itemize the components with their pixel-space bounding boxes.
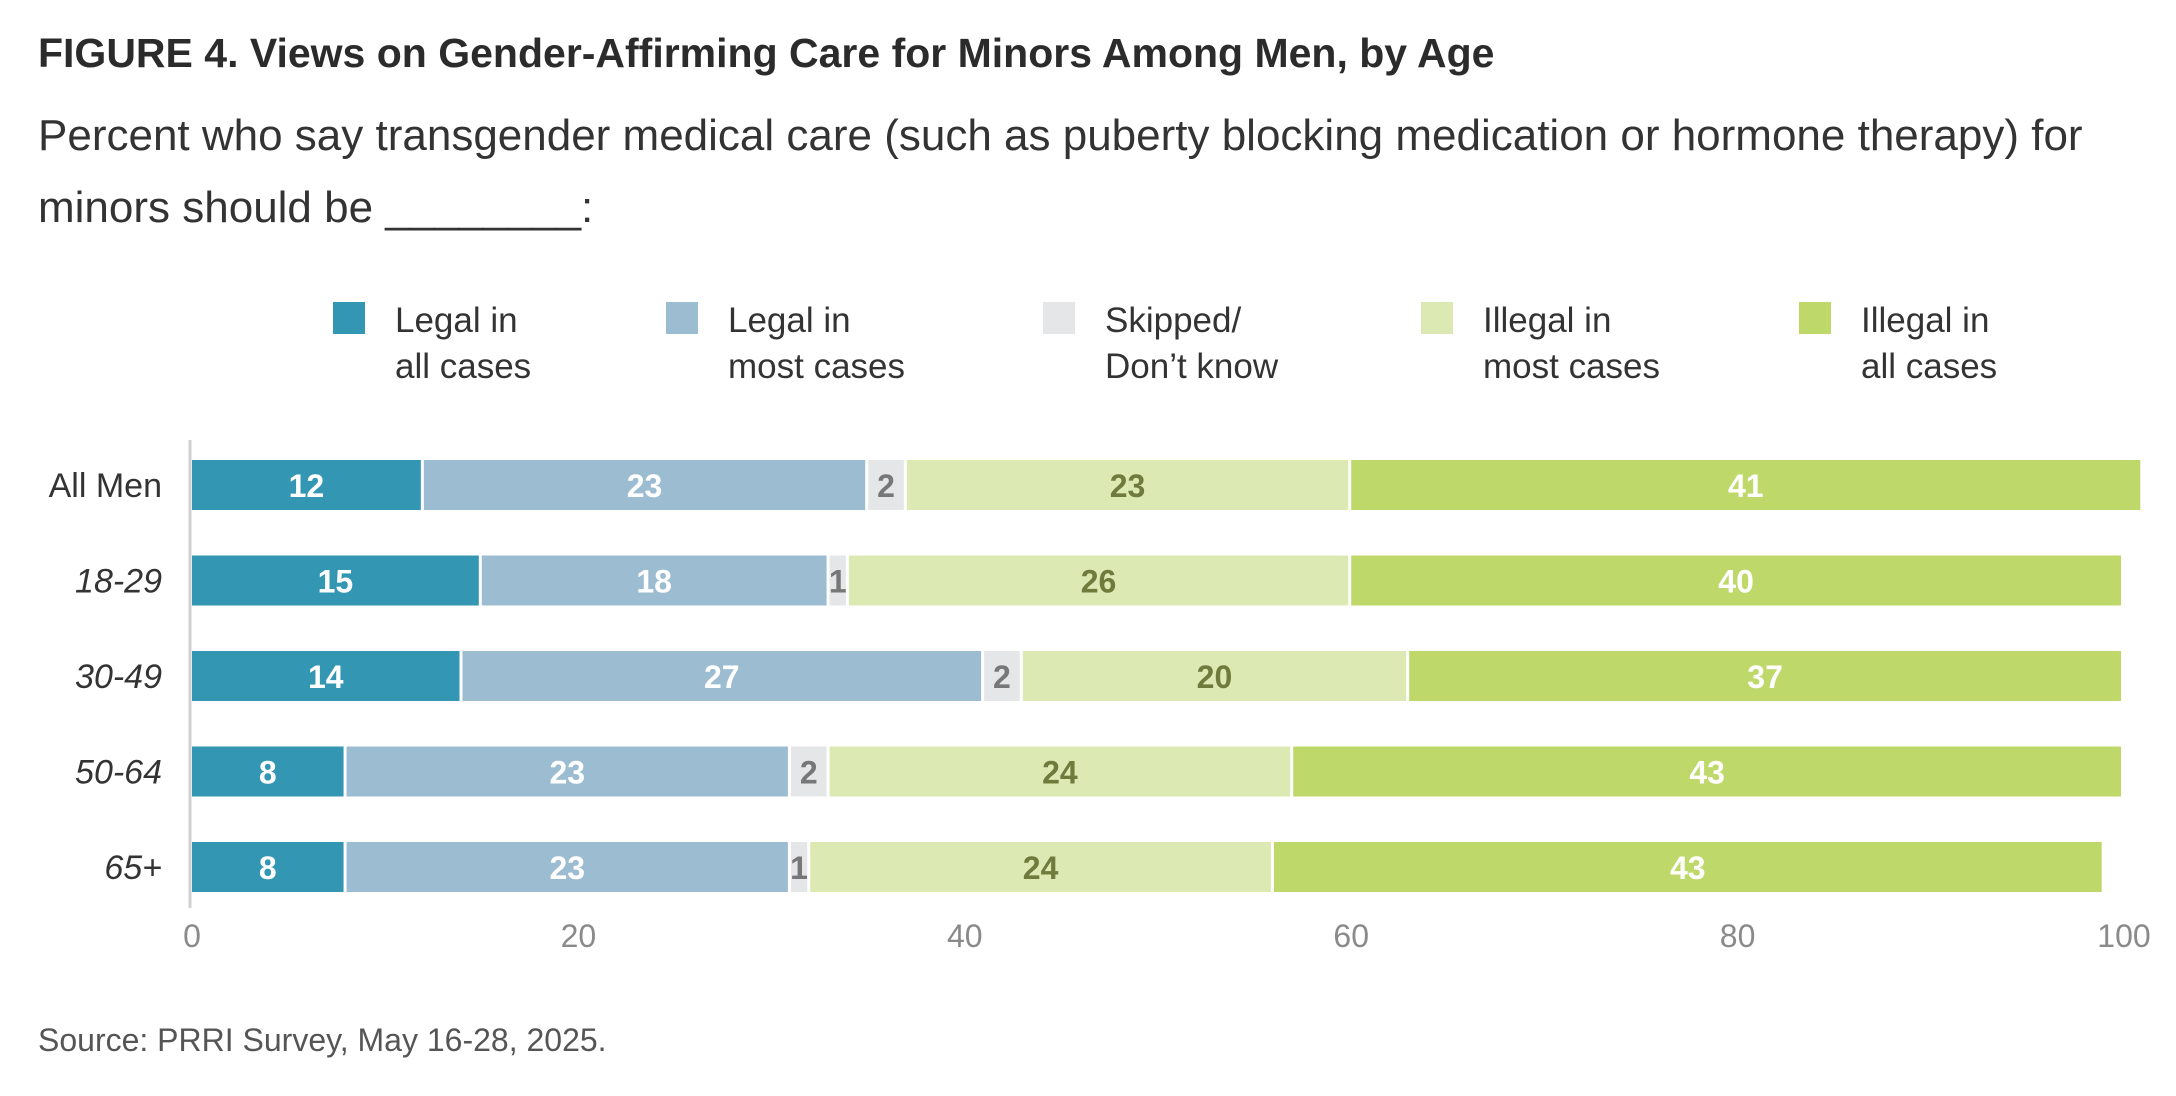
bar-segment — [192, 651, 460, 701]
data-label: 1 — [790, 850, 808, 886]
bar-segment — [481, 555, 827, 606]
data-label: 23 — [549, 850, 585, 886]
legend-label: Legal in all cases — [395, 301, 532, 386]
legend-label: Skipped/ Don’t know — [1105, 301, 1279, 386]
data-label: 18 — [636, 564, 672, 600]
data-label: 24 — [1042, 755, 1078, 791]
bar-segment — [810, 842, 1271, 892]
bar-segment — [790, 842, 808, 892]
category-label: All Men — [49, 467, 162, 505]
bar-segment — [868, 460, 904, 510]
bar-segment — [462, 651, 982, 701]
x-tick-label: 80 — [1720, 918, 1756, 954]
legend-swatch — [333, 302, 365, 334]
legend-swatch — [1043, 302, 1075, 334]
category-label: 18-29 — [75, 563, 162, 601]
x-tick-label: 20 — [561, 918, 597, 954]
data-label: 8 — [259, 755, 277, 791]
x-tick-label: 0 — [183, 918, 201, 954]
data-label: 26 — [1081, 564, 1117, 600]
category-label: 30-49 — [75, 658, 162, 696]
x-tick-label: 40 — [947, 918, 983, 954]
bar-segment — [984, 651, 1020, 701]
data-label: 12 — [289, 468, 325, 504]
data-label: 1 — [829, 564, 847, 600]
chart-subtitle: Percent who say transgender medical care… — [38, 111, 2083, 232]
bar-segment — [1351, 555, 2121, 606]
bar-segment — [1293, 746, 2121, 797]
data-label: 23 — [1110, 468, 1146, 504]
data-label: 20 — [1197, 659, 1233, 695]
data-label: 2 — [800, 755, 818, 791]
legend-label: Legal in most cases — [728, 301, 905, 386]
bar-segment — [1351, 460, 2141, 510]
data-label: 37 — [1747, 659, 1783, 695]
data-label: 41 — [1728, 468, 1764, 504]
bar-segment — [192, 555, 479, 606]
data-label: 14 — [308, 659, 344, 695]
bar-segment — [790, 746, 827, 797]
data-label: 2 — [993, 659, 1011, 695]
bar-segment — [1409, 651, 2121, 701]
x-tick-label: 100 — [2097, 918, 2150, 954]
bar-segment — [1273, 842, 2102, 892]
bar-segment — [906, 460, 1349, 510]
data-label: 27 — [704, 659, 740, 695]
bar-segment — [346, 842, 788, 892]
category-label: 65+ — [104, 849, 162, 887]
legend-swatch — [1421, 302, 1453, 334]
legend-swatch — [666, 302, 698, 334]
bar-segment — [346, 746, 788, 797]
bar-segment — [423, 460, 866, 510]
data-label: 23 — [549, 755, 585, 791]
data-label: 23 — [627, 468, 663, 504]
legend: Legal in all cases Legal in most cases S… — [0, 298, 2176, 398]
source-note: Source: PRRI Survey, May 16-28, 2025. — [38, 1022, 607, 1058]
legend-label: Illegal in most cases — [1483, 301, 1660, 386]
bar-segment — [829, 555, 846, 606]
bar-segment — [829, 746, 1291, 797]
data-label: 24 — [1023, 850, 1059, 886]
data-label: 8 — [259, 850, 277, 886]
bar-segment — [192, 842, 344, 892]
x-tick-label: 60 — [1333, 918, 1369, 954]
data-label: 2 — [877, 468, 895, 504]
legend-swatch — [1799, 302, 1831, 334]
data-label: 43 — [1670, 850, 1706, 886]
data-label: 40 — [1718, 564, 1754, 600]
bar-segment — [192, 746, 344, 797]
bar-segment — [192, 460, 421, 510]
category-label: 50-64 — [75, 754, 162, 792]
bar-segment — [848, 555, 1349, 606]
legend-label: Illegal in all cases — [1861, 301, 1998, 386]
data-label: 43 — [1689, 755, 1725, 791]
chart-title: FIGURE 4. Views on Gender-Affirming Care… — [38, 30, 1495, 76]
bar-segment — [1022, 651, 1407, 701]
data-label: 15 — [318, 564, 354, 600]
